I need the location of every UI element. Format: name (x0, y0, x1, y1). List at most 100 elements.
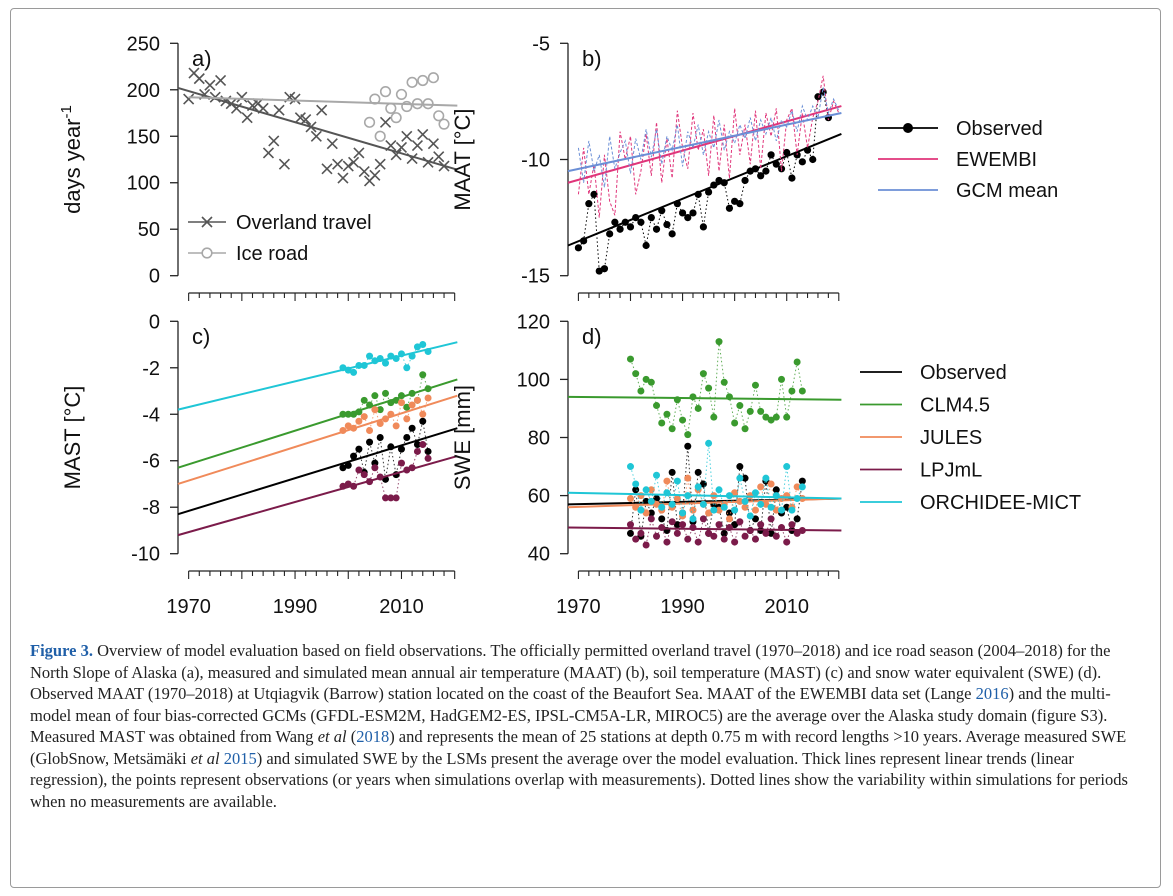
series-observed (567, 88, 842, 275)
data-point (653, 471, 661, 479)
data-point (366, 438, 374, 446)
y-tick-label: 100 (127, 173, 160, 195)
y-tick-label: 200 (127, 80, 160, 102)
caption-cite-1[interactable]: 2016 (975, 684, 1009, 703)
data-point (736, 518, 744, 526)
data-point (668, 230, 676, 238)
data-point (731, 489, 739, 497)
data-point (767, 480, 775, 488)
data-point (637, 218, 645, 226)
data-point (376, 434, 384, 441)
data-point (731, 521, 739, 529)
data-point (403, 434, 411, 441)
trend-line (177, 86, 458, 171)
series-orchidee-mict (567, 439, 842, 523)
trend-line (567, 395, 842, 401)
data-point (626, 463, 634, 471)
data-point (433, 151, 445, 163)
data-point (632, 480, 640, 488)
y-tick-label: -6 (142, 451, 160, 473)
caption-cite-3[interactable]: 2015 (223, 748, 257, 768)
data-point (751, 381, 759, 389)
legend-label: CLM4.5 (920, 395, 990, 417)
data-point (731, 506, 739, 514)
data-point (720, 503, 728, 511)
data-point (606, 230, 614, 238)
y-tick-label: 0 (149, 266, 160, 288)
data-point (637, 506, 645, 514)
data-point (767, 515, 775, 523)
data-point (705, 529, 713, 537)
data-point (793, 358, 801, 366)
trend-line (567, 105, 842, 184)
legend-label: ORCHIDEE-MICT (920, 492, 1081, 514)
data-point (355, 466, 363, 474)
series-ice-road (188, 72, 458, 142)
data-point (788, 174, 796, 182)
data-point (366, 427, 374, 435)
data-point (767, 529, 775, 537)
data-point (788, 506, 796, 514)
data-point (684, 214, 692, 222)
data-point (684, 474, 692, 482)
data-point (642, 375, 650, 383)
data-point (339, 464, 347, 472)
panel-c: -10 -8 -6 -4 -2 0 1970 1990 2010 MAST [°C] c) (60, 311, 458, 618)
series-jules (177, 394, 458, 485)
legend-label: GCM mean (956, 180, 1058, 202)
panel-a: 0 50 100 150 200 250 days year-1 a) Overland tra… (58, 33, 458, 301)
data-point (348, 156, 360, 168)
data-point (668, 425, 676, 433)
data-point (783, 538, 791, 546)
data-point (762, 529, 770, 537)
legend-d: Observed CLM4.5 JULES LPJmL ORCHIDEE-MICT (860, 362, 1081, 514)
x-tick-label: 2010 (764, 596, 809, 618)
data-point (392, 494, 400, 502)
y-tick-label: 60 (528, 486, 550, 508)
data-point (684, 431, 692, 439)
panel-label: c) (192, 324, 210, 349)
data-point (668, 500, 676, 508)
data-point (382, 389, 390, 397)
data-point (332, 158, 344, 170)
data-point (395, 88, 408, 101)
y-tick-label: 40 (528, 544, 550, 566)
y-tick-label: 150 (127, 126, 160, 148)
data-point (673, 477, 681, 485)
data-point (658, 503, 666, 511)
data-point (767, 151, 775, 159)
data-point (798, 477, 806, 485)
data-point (379, 86, 392, 98)
data-point (278, 158, 290, 170)
y-tick-label: -8 (142, 497, 160, 519)
data-dotted-line (577, 87, 840, 188)
data-point (793, 515, 801, 523)
data-point (390, 112, 402, 124)
caption-cite-2[interactable]: 2018 (356, 727, 390, 746)
data-point (746, 407, 754, 415)
data-point (427, 138, 439, 150)
data-point (419, 417, 427, 425)
data-point (741, 176, 749, 185)
caption-text-2: ) and the multi-model mean of four bias-… (30, 684, 1111, 746)
data-point (397, 399, 405, 407)
data-point (689, 515, 697, 523)
data-point (767, 503, 775, 511)
data-point (401, 100, 413, 113)
series-lpjml (567, 515, 842, 549)
data-point (647, 509, 655, 517)
data-point (626, 495, 634, 503)
data-point (772, 506, 780, 514)
data-point (374, 130, 386, 142)
data-point (419, 341, 427, 349)
series-gcm-mean (567, 87, 842, 188)
panel-d: 40 60 80 100 120 1970 1990 2010 SWE [mm] d) Observ… (450, 311, 1081, 618)
figure-charts: 0 50 100 150 200 250 days year-1 a) Overland tra… (58, 33, 1081, 618)
data-point (705, 188, 713, 196)
data-point (757, 483, 765, 491)
data-point (653, 402, 661, 410)
data-point (757, 500, 765, 508)
data-dotted-line (630, 517, 803, 547)
legend-marker (903, 123, 913, 133)
